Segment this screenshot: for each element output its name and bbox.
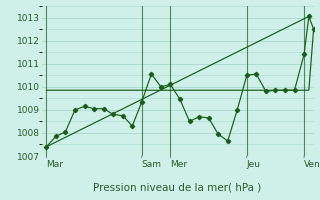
Text: Sam: Sam (142, 160, 162, 169)
Text: Pression niveau de la mer( hPa ): Pression niveau de la mer( hPa ) (93, 183, 262, 193)
Text: Jeu: Jeu (247, 160, 261, 169)
Text: Mer: Mer (171, 160, 188, 169)
Text: Ven: Ven (304, 160, 320, 169)
Text: Mar: Mar (46, 160, 63, 169)
